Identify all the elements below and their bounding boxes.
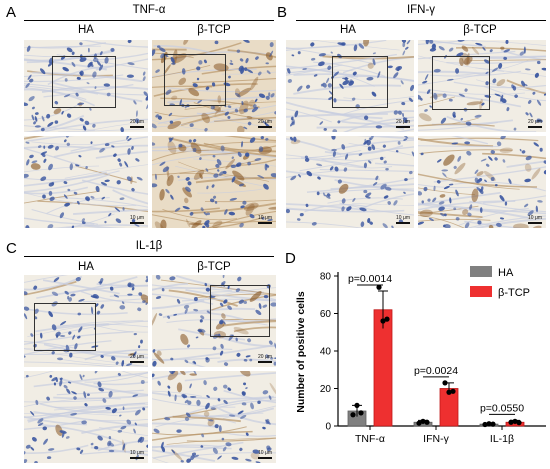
bar-chart-positive-cells: Number of positive cells 0 20 40 60 80 TNF-α I… — [295, 266, 546, 445]
scale-bar-label: 20 μm — [130, 354, 144, 360]
panel-letter-c: C — [6, 240, 17, 257]
micrograph-a-btcp-zoom: 10 μm — [152, 136, 276, 228]
data-point — [512, 418, 518, 424]
micrograph-c-ha-zoom: 10 μm — [24, 371, 148, 463]
data-point — [450, 388, 456, 394]
scale-bar — [396, 222, 410, 224]
zoom-region-box — [164, 54, 226, 106]
legend-swatch — [470, 286, 492, 297]
micrograph-a-ha-zoom: 10 μm — [24, 136, 148, 228]
scale-bar-label: 10 μm — [130, 450, 144, 456]
y-tick-label: 20 — [320, 384, 332, 395]
x-tick-label: TNF-α — [355, 433, 385, 445]
scale-bar — [528, 126, 542, 128]
micrograph-b-btcp-zoom: 10 μm — [418, 136, 546, 228]
micrograph-c-btcp-zoom: 10 μm — [152, 371, 276, 463]
legend-label: HA — [498, 267, 514, 279]
panel-a-col-ha: HA — [78, 24, 94, 36]
panel-b-col-btcp: β-TCP — [463, 24, 497, 36]
zoom-region-box — [332, 56, 388, 108]
panel-b-title-rule — [296, 20, 546, 21]
panel-letter-b: B — [277, 4, 288, 21]
scale-bar-label: 20 μm — [258, 354, 272, 360]
scale-bar-label: 10 μm — [396, 215, 410, 221]
scale-bar — [130, 457, 144, 459]
scale-bar — [258, 361, 272, 363]
panel-b-title: IFN-γ — [406, 4, 436, 16]
panel-b-col-ha: HA — [340, 24, 356, 36]
scale-bar-label: 20 μm — [130, 119, 144, 125]
scale-bar-label: 10 μm — [528, 215, 542, 221]
micrograph-a-ha-overview: 20 μm — [24, 40, 148, 132]
scale-bar — [130, 361, 144, 363]
panel-c-title: IL-1β — [135, 240, 163, 252]
x-tick-label: IFN-γ — [423, 433, 449, 445]
data-point — [424, 419, 430, 425]
data-point — [486, 421, 492, 427]
p-value-label: p=0.0550 — [480, 402, 524, 414]
y-tick-label: 0 — [325, 422, 331, 433]
data-point — [358, 410, 364, 416]
scale-bar-label: 10 μm — [130, 215, 144, 221]
scale-bar — [130, 126, 144, 128]
panel-letter-d: D — [285, 250, 296, 267]
scale-bar-label: 20 μm — [528, 119, 542, 125]
legend-swatch — [470, 266, 492, 277]
panel-a-title: TNF-α — [132, 4, 166, 16]
zoom-region-box — [34, 303, 96, 351]
data-point — [508, 419, 514, 425]
panel-letter-a: A — [6, 4, 17, 21]
chart-y-axis-label: Number of positive cells — [295, 291, 307, 413]
micrograph-a-btcp-overview: 20 μm — [152, 40, 276, 132]
micrograph-b-ha-zoom: 10 μm — [286, 136, 414, 228]
micrograph-c-btcp-overview: 20 μm — [152, 275, 276, 367]
panel-a-title-rule — [24, 20, 274, 21]
legend-label: β-TCP — [498, 287, 530, 299]
scale-bar-label: 20 μm — [258, 119, 272, 125]
x-tick-label: IL-1β — [490, 433, 514, 445]
y-tick-label: 60 — [320, 309, 332, 320]
scale-bar-label: 10 μm — [258, 215, 272, 221]
data-point — [490, 421, 496, 427]
scale-bar — [528, 222, 542, 224]
panel-c-col-btcp: β-TCP — [197, 261, 231, 273]
panel-c-col-ha: HA — [78, 261, 94, 273]
data-point — [446, 389, 452, 395]
data-point — [420, 418, 426, 424]
panel-c-title-rule — [24, 256, 274, 257]
p-value-label: p=0.0014 — [348, 273, 392, 285]
micrograph-b-btcp-overview: 20 μm — [418, 40, 546, 132]
micrograph-b-ha-overview: 20 μm — [286, 40, 414, 132]
data-point — [516, 420, 522, 426]
data-point — [384, 316, 390, 322]
scale-bar — [258, 222, 272, 224]
scale-bar-label: 20 μm — [396, 119, 410, 125]
scale-bar — [130, 222, 144, 224]
scale-bar — [396, 126, 410, 128]
data-point — [416, 420, 422, 426]
y-tick-label: 80 — [320, 272, 332, 283]
p-value-label: p=0.0024 — [414, 365, 458, 377]
data-point — [376, 284, 382, 290]
scale-bar — [258, 457, 272, 459]
data-point — [442, 380, 448, 386]
scale-bar — [258, 126, 272, 128]
micrograph-c-ha-overview: 20 μm — [24, 275, 148, 367]
scale-bar-label: 10 μm — [258, 450, 272, 456]
data-point — [482, 421, 488, 428]
panel-a-col-btcp: β-TCP — [197, 24, 231, 36]
y-tick-label: 40 — [320, 347, 332, 358]
data-point — [354, 402, 360, 408]
data-point — [380, 318, 386, 324]
data-point — [350, 412, 356, 418]
zoom-region-box — [52, 56, 116, 108]
zoom-region-box — [210, 285, 270, 337]
zoom-region-box — [432, 56, 490, 110]
